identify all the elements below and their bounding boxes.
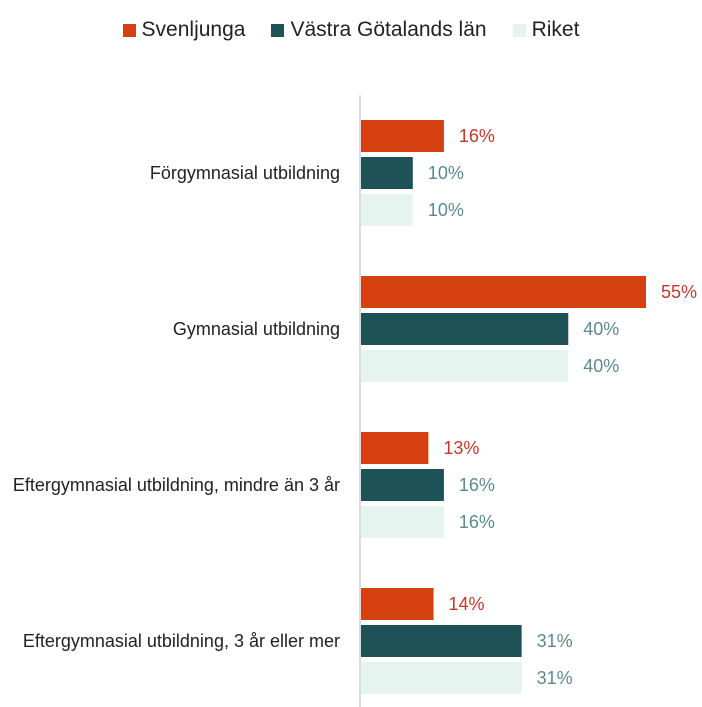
bar: [361, 350, 569, 382]
bar: [361, 313, 569, 345]
category-text: Förgymnasial utbildning: [149, 163, 340, 183]
value-label: 10%: [428, 200, 464, 220]
category-text: Eftergymnasial utbildning, mindre än 3 å…: [12, 475, 340, 495]
bar: [361, 625, 522, 657]
value-label: 40%: [583, 319, 619, 339]
category-label: Eftergymnasial utbildning, mindre än 3 å…: [0, 473, 340, 497]
value-label: 16%: [459, 512, 495, 532]
category-label: Gymnasial utbildning: [0, 317, 340, 341]
value-label: 16%: [459, 475, 495, 495]
legend-item: Svenljunga: [122, 18, 246, 42]
legend-label: Svenljunga: [141, 18, 246, 41]
value-label: 55%: [661, 282, 697, 302]
bar: [361, 469, 444, 501]
bar: [361, 157, 413, 189]
legend-swatch: [271, 23, 285, 37]
bar: [361, 432, 429, 464]
value-label: 13%: [443, 438, 479, 458]
value-label: 16%: [459, 126, 495, 146]
category-text: Gymnasial utbildning: [172, 319, 340, 339]
bar: [361, 588, 434, 620]
value-label: 14%: [449, 594, 485, 614]
value-label: 31%: [537, 668, 573, 688]
category-label: Eftergymnasial utbildning, 3 år eller me…: [0, 629, 340, 653]
bar: [361, 194, 413, 226]
value-label: 40%: [583, 356, 619, 376]
legend-label: Västra Götalands län: [290, 18, 487, 41]
category-text: Eftergymnasial utbildning, 3 år eller me…: [22, 631, 340, 651]
legend-swatch: [122, 23, 136, 37]
bar: [361, 276, 646, 308]
bar: [361, 662, 522, 694]
legend: Svenljunga Västra Götalands län Riket: [0, 18, 702, 42]
category-label: Förgymnasial utbildning: [0, 161, 340, 185]
legend-item: Västra Götalands län: [271, 18, 487, 42]
legend-swatch: [512, 23, 526, 37]
value-label: 31%: [537, 631, 573, 651]
legend-label: Riket: [531, 18, 580, 41]
value-label: 10%: [428, 163, 464, 183]
legend-item: Riket: [512, 18, 580, 42]
bar: [361, 120, 444, 152]
bar: [361, 506, 444, 538]
